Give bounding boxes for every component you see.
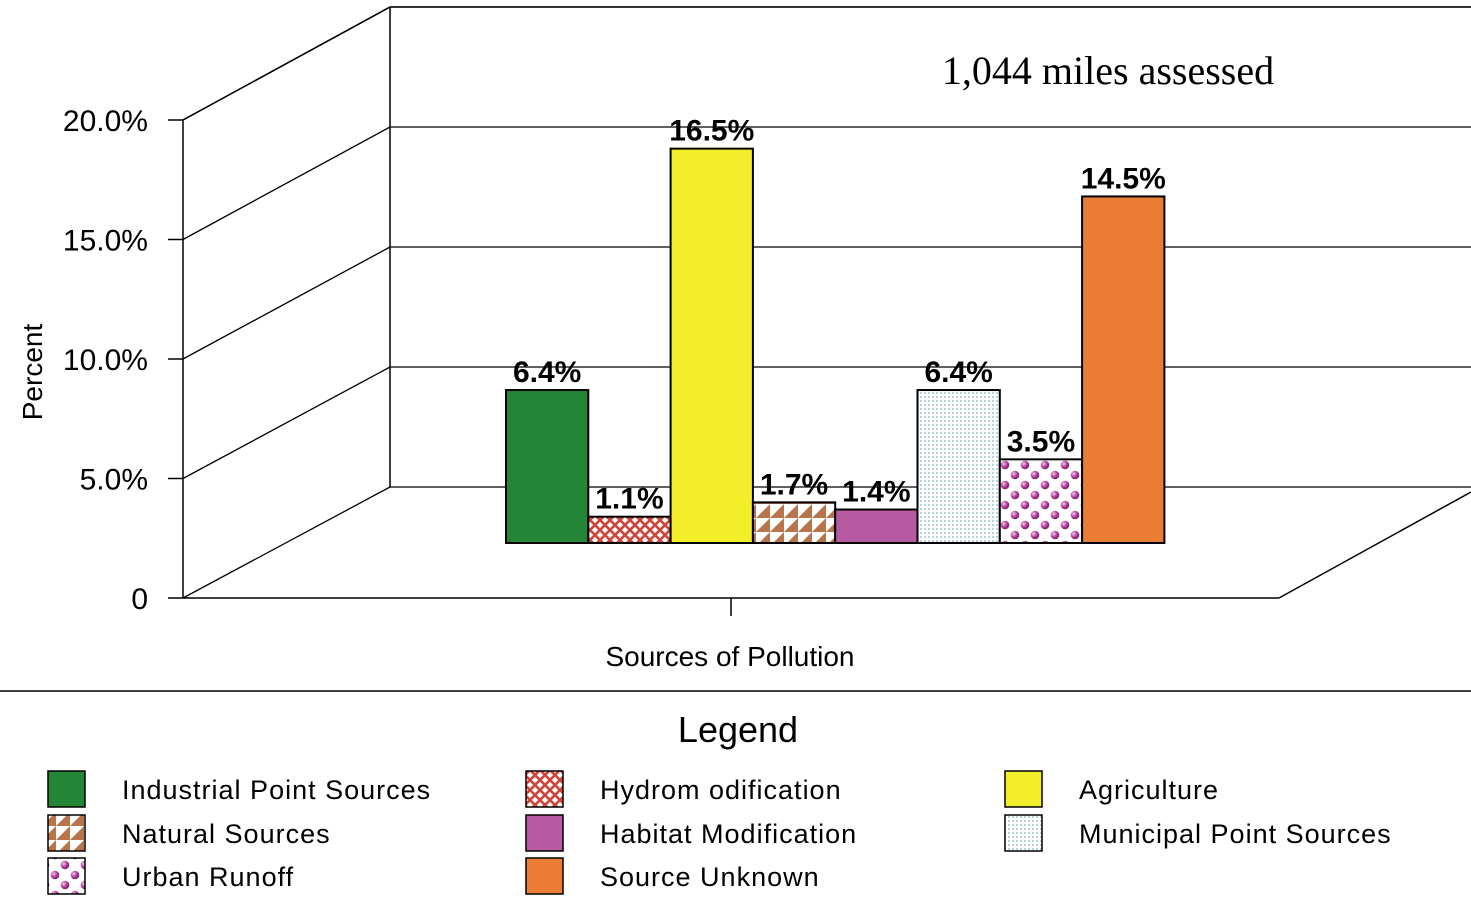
bar-agriculture <box>671 149 753 543</box>
legend-label: Industrial Point Sources <box>122 775 431 805</box>
y-tick-label: 0 <box>131 583 148 616</box>
legend-label: Urban Runoff <box>122 862 294 892</box>
data-label: 6.4% <box>924 356 992 389</box>
legend-swatch <box>1005 815 1042 851</box>
data-label: 1.4% <box>842 476 910 509</box>
legend-item: Habitat Modification <box>526 815 857 851</box>
y-axis-ticks: 0 5.0% 10.0% 15.0% 20.0% <box>63 105 183 616</box>
chart-annotation: 1,044 miles assessed <box>942 48 1274 93</box>
data-labels: 6.4% 1.1% 16.5% 1.7% 1.4% 6.4% 3.5% 14.5% <box>513 115 1166 516</box>
legend-item: Hydrom odification <box>526 771 842 807</box>
bar-source-unknown <box>1082 196 1164 543</box>
legend-swatch <box>526 858 563 894</box>
legend-label: Municipal Point Sources <box>1079 819 1392 849</box>
x-axis-title: Sources of Pollution <box>605 641 854 672</box>
bar-hydromodification <box>588 517 670 543</box>
bar-urban-runoff <box>1000 459 1082 543</box>
y-tick-label: 5.0% <box>80 464 148 497</box>
legend-item: Source Unknown <box>526 858 820 894</box>
floor-right-edge <box>1279 492 1471 598</box>
side-gridline <box>183 367 390 479</box>
side-gridline <box>183 127 390 240</box>
legend-label: Natural Sources <box>122 819 331 849</box>
legend-label: Hydrom odification <box>600 775 842 805</box>
data-label: 16.5% <box>669 115 754 148</box>
bar-natural-sources <box>753 502 835 543</box>
legend-label: Source Unknown <box>600 862 820 892</box>
legend-swatch <box>48 771 85 807</box>
data-label: 6.4% <box>513 356 581 389</box>
legend-swatch <box>1005 771 1042 807</box>
y-tick-label: 20.0% <box>63 105 148 138</box>
legend-item: Agriculture <box>1005 771 1219 807</box>
legend-label: Agriculture <box>1079 775 1219 805</box>
legend-item: Urban Runoff <box>48 858 294 894</box>
data-label: 1.1% <box>595 483 663 516</box>
legend-swatch <box>526 815 563 851</box>
legend-item: Industrial Point Sources <box>48 771 431 807</box>
floor-left-edge <box>183 487 390 598</box>
legend-swatch <box>48 815 85 851</box>
legend-item: Natural Sources <box>48 815 331 851</box>
legend-label: Habitat Modification <box>600 819 857 849</box>
side-gridline <box>183 247 390 359</box>
legend-title: Legend <box>678 709 798 750</box>
y-axis-title: Percent <box>17 324 48 421</box>
legend-item: Municipal Point Sources <box>1005 815 1392 851</box>
data-label: 3.5% <box>1007 425 1075 458</box>
data-label: 1.7% <box>760 468 828 501</box>
bar-habitat-modification <box>835 510 917 543</box>
bar-municipal-point-sources <box>918 390 1000 543</box>
y-tick-label: 10.0% <box>63 344 148 377</box>
data-label: 14.5% <box>1081 162 1166 195</box>
legend: Industrial Point Sources Hydrom odificati… <box>48 771 1392 894</box>
bar-industrial-point-sources <box>506 390 588 543</box>
legend-swatch <box>526 771 563 807</box>
y-tick-label: 15.0% <box>63 225 148 258</box>
side-gridline <box>183 7 390 120</box>
legend-swatch <box>48 858 85 894</box>
